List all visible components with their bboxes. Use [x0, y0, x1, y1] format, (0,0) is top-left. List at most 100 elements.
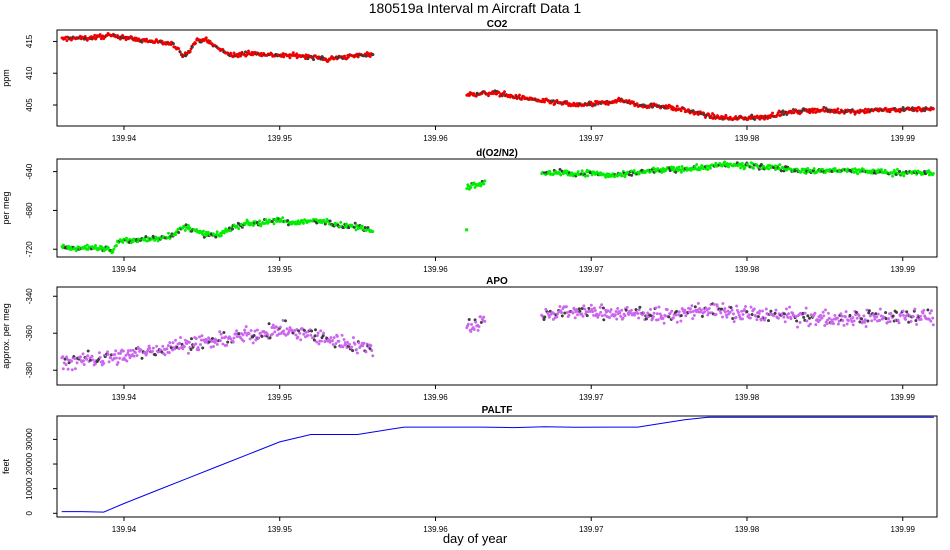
- data-point: [819, 313, 823, 317]
- data-point: [844, 315, 848, 319]
- data-point: [883, 168, 887, 172]
- data-point: [585, 314, 589, 318]
- data-point: [205, 338, 209, 342]
- series-line: [61, 416, 934, 513]
- data-point: [61, 367, 65, 371]
- data-point: [362, 341, 366, 345]
- data-point: [173, 347, 177, 351]
- data-point: [723, 307, 727, 311]
- data-point: [332, 336, 336, 340]
- data-point: [915, 109, 919, 113]
- y-tick-label: -680: [25, 202, 34, 219]
- data-point: [571, 311, 575, 315]
- data-point: [125, 359, 129, 363]
- data-point: [873, 317, 877, 321]
- data-point: [630, 173, 634, 177]
- data-point: [723, 310, 727, 314]
- data-point: [331, 343, 335, 347]
- data-point: [114, 356, 118, 360]
- data-point: [237, 227, 241, 231]
- data-point: [904, 317, 908, 321]
- data-point: [679, 319, 683, 323]
- data-point: [615, 317, 619, 321]
- data-point: [821, 310, 825, 314]
- data-point: [889, 311, 893, 315]
- data-point: [578, 309, 582, 313]
- panel-2: d(O2/N2) per meg 139.94 139.95 139.96 139.97 1…: [1, 148, 938, 274]
- data-point: [598, 305, 602, 309]
- data-point: [603, 313, 607, 317]
- data-point: [82, 363, 86, 367]
- data-point: [667, 315, 671, 319]
- data-point: [188, 50, 192, 54]
- data-point: [302, 221, 306, 225]
- y-tick-label: -640: [25, 163, 34, 180]
- data-point: [629, 308, 633, 312]
- x-tick-label: 139.98: [735, 525, 760, 534]
- data-point: [778, 163, 782, 167]
- data-point: [215, 342, 219, 346]
- plot-frame: [56, 415, 938, 518]
- data-point: [354, 348, 358, 352]
- data-point: [674, 313, 678, 317]
- data-point: [786, 316, 790, 320]
- data-point: [675, 320, 679, 324]
- data-point: [672, 165, 676, 169]
- data-point: [799, 170, 803, 174]
- data-point: [368, 347, 372, 351]
- data-point: [310, 329, 314, 333]
- x-tick-label: 139.97: [579, 393, 604, 402]
- panel-title: d(O2/N2): [476, 148, 518, 159]
- y-tick-label: 410: [25, 66, 34, 80]
- y-tick-label: 30000: [25, 428, 34, 451]
- data-point: [576, 313, 580, 317]
- data-point: [299, 338, 303, 342]
- data-point: [679, 170, 683, 174]
- data-point: [161, 344, 165, 348]
- data-point: [692, 313, 696, 317]
- data-point: [272, 222, 276, 226]
- data-point: [913, 307, 917, 311]
- data-point: [812, 167, 816, 171]
- data-point: [114, 243, 118, 247]
- series-segment-3: [540, 160, 935, 179]
- data-point: [867, 309, 871, 313]
- x-tick-label: 139.97: [579, 525, 604, 534]
- data-point: [914, 319, 918, 323]
- data-point: [915, 322, 919, 326]
- plot-area: [61, 416, 934, 513]
- data-point: [758, 117, 762, 121]
- data-point: [183, 338, 187, 342]
- data-point: [150, 349, 154, 353]
- data-point: [98, 355, 102, 359]
- data-point: [465, 228, 469, 232]
- data-point: [751, 166, 755, 170]
- data-point: [306, 333, 310, 337]
- x-tick-label: 139.96: [423, 393, 448, 402]
- data-point: [600, 314, 604, 318]
- data-point: [190, 45, 194, 49]
- data-point: [165, 347, 169, 351]
- x-tick-label: 139.97: [579, 265, 604, 274]
- data-point: [759, 318, 763, 322]
- data-point: [719, 311, 723, 315]
- data-point: [233, 332, 237, 336]
- data-point: [243, 328, 247, 332]
- data-point: [487, 94, 491, 98]
- data-point: [284, 319, 288, 323]
- data-point: [919, 314, 923, 318]
- data-point: [689, 310, 693, 314]
- data-point: [483, 179, 487, 183]
- y-axis-label: per meg: [1, 191, 11, 224]
- data-point: [911, 106, 915, 110]
- data-point: [90, 354, 94, 358]
- data-point: [88, 358, 92, 362]
- data-point: [163, 353, 167, 357]
- data-point: [351, 349, 355, 353]
- data-point: [210, 337, 214, 341]
- data-point: [542, 318, 546, 322]
- data-point: [659, 314, 663, 318]
- data-point: [750, 313, 754, 317]
- data-point: [476, 328, 480, 332]
